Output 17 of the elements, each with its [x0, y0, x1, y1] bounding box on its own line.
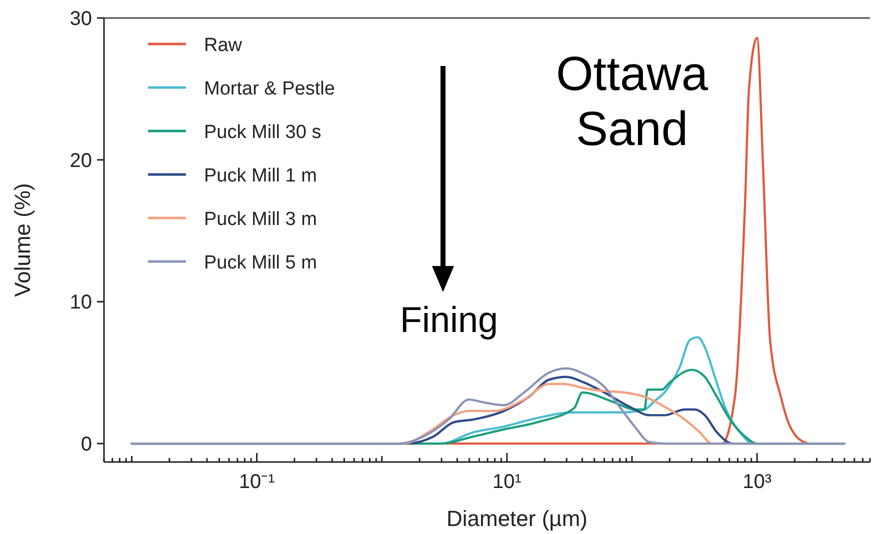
x-tick-label: 10¹: [492, 471, 522, 493]
legend-label: Puck Mill 1 m: [204, 166, 317, 186]
x-tick-label: 10³: [742, 471, 772, 493]
annotation: Fining: [400, 299, 498, 340]
x-axis-title: Diameter (µm): [446, 506, 588, 531]
legend-label: Mortar & Pestle: [204, 78, 335, 100]
y-tick-label: 10: [70, 292, 92, 314]
x-tick-label: 10⁻¹: [238, 471, 276, 493]
legend-label: Puck Mill 30 s: [204, 122, 322, 143]
legend-label: Puck Mill 5 m: [204, 252, 317, 274]
annotation: Ottawa Sand: [556, 48, 708, 156]
legend-label: Raw: [204, 35, 242, 56]
y-tick-label: 0: [80, 434, 92, 456]
y-tick-label: 30: [70, 8, 92, 30]
y-tick-label: 20: [70, 150, 92, 172]
legend-label: Puck Mill 3 m: [204, 209, 317, 230]
y-axis-title: Volume (%): [10, 183, 35, 297]
